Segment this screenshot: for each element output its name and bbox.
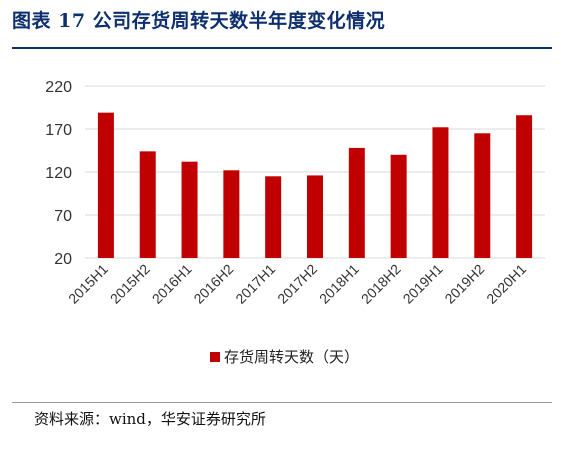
x-axis-labels: 2015H12015H22016H12016H22017H12017H22018…: [65, 261, 529, 307]
bar: [348, 147, 365, 258]
x-tick-label: 2018H2: [358, 261, 404, 307]
y-axis-labels: 20 70 120 170 220: [45, 79, 72, 268]
x-tick-label: 2020H1: [483, 261, 529, 307]
bars: [97, 112, 533, 259]
bar: [139, 151, 156, 258]
source-note: 资料来源：wind，华安证券研究所: [34, 410, 266, 428]
x-tick-label: 2019H2: [441, 261, 487, 307]
bar: [516, 115, 533, 259]
x-tick-label: 2015H2: [107, 261, 153, 307]
legend-label: 存货周转天数（天）: [224, 348, 359, 366]
y-tick-label: 70: [54, 208, 72, 225]
bar-chart: 20 70 120 170 220 2015H12015H22016H12016H220…: [45, 79, 545, 366]
x-tick-label: 2017H2: [274, 261, 320, 307]
y-tick-label: 170: [45, 122, 72, 139]
x-tick-label: 2016H2: [190, 261, 236, 307]
bar: [432, 127, 449, 258]
bar: [307, 175, 323, 258]
bar: [181, 161, 198, 258]
legend-swatch: [210, 352, 220, 362]
legend: 存货周转天数（天）: [210, 348, 359, 366]
source-divider: [12, 402, 552, 403]
x-tick-label: 2016H1: [149, 261, 195, 307]
y-tick-label: 20: [54, 251, 72, 268]
title-underline: [12, 47, 552, 49]
x-tick-label: 2019H1: [400, 261, 446, 307]
bar: [97, 112, 114, 258]
x-tick-label: 2017H1: [232, 261, 278, 307]
y-tick-label: 220: [45, 79, 72, 96]
y-tick-label: 120: [45, 165, 72, 182]
bar: [223, 170, 240, 258]
x-tick-label: 2018H1: [316, 261, 362, 307]
bar: [390, 154, 407, 258]
chart-title: 图表 17 公司存货周转天数半年度变化情况: [12, 10, 386, 32]
bar: [265, 176, 282, 258]
bar: [474, 133, 491, 258]
